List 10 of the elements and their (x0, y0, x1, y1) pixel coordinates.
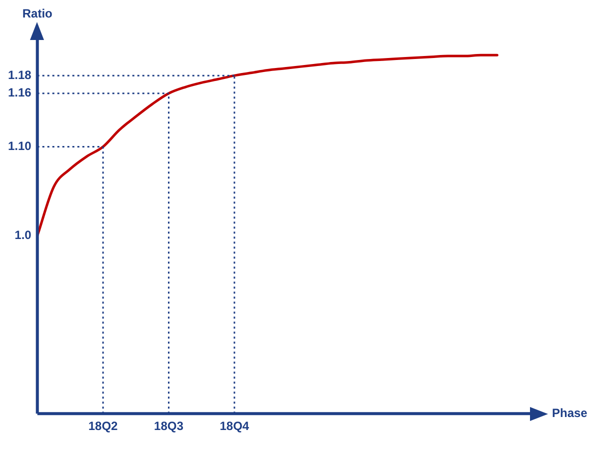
x-tick-label: 18Q2 (88, 419, 118, 434)
y-tick-label: 1.16 (8, 86, 32, 100)
x-tick-label: 18Q3 (154, 419, 184, 434)
y-tick-label: 1.10 (8, 139, 32, 154)
y-tick-label: 1.0 (14, 228, 32, 242)
y-tick-label: 1.18 (8, 68, 32, 82)
line-series (36, 54, 498, 237)
y-axis-title: Ratio (22, 6, 52, 20)
x-tick-label: 18Q4 (220, 419, 250, 434)
x-axis-title: Phase (552, 406, 588, 420)
